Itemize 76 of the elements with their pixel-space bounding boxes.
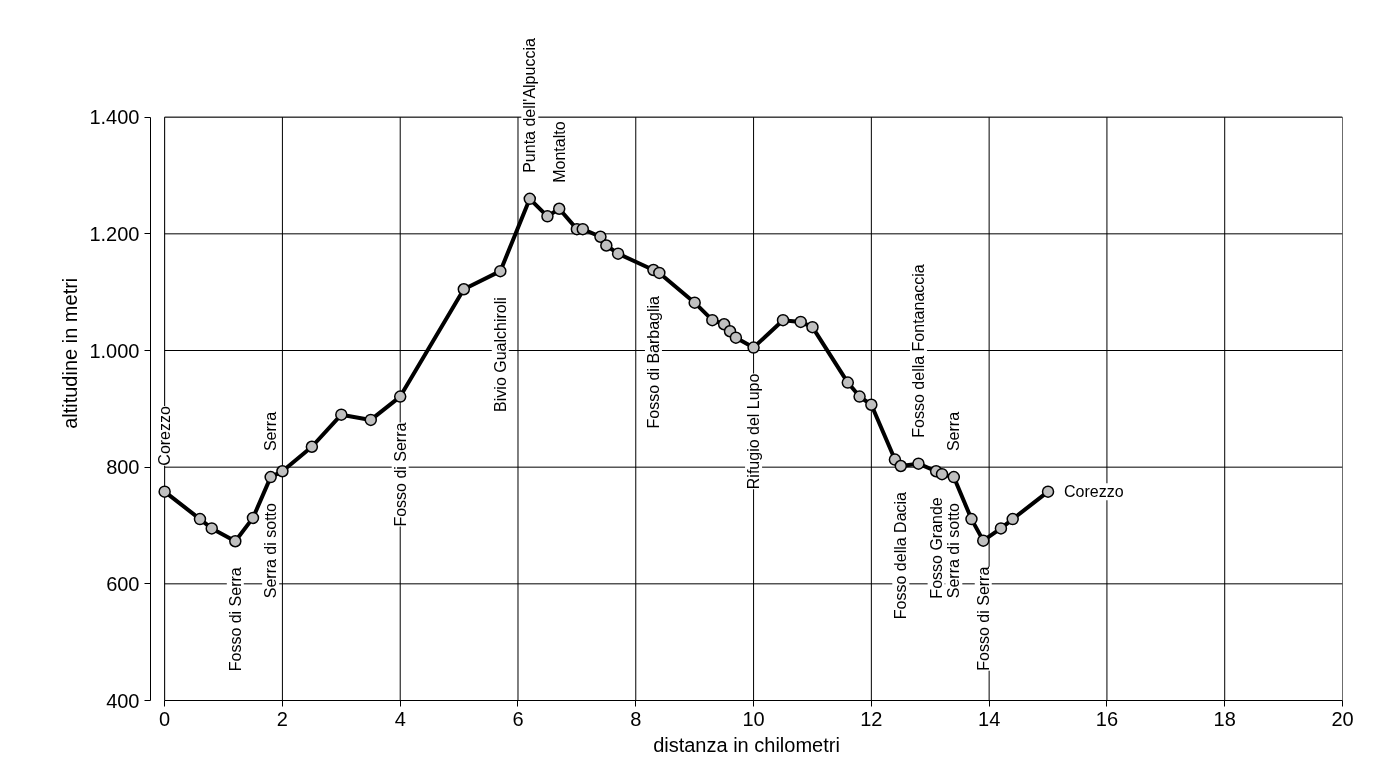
- y-tick-label: 600: [106, 572, 140, 595]
- annotation: Fosso di Serra: [974, 566, 992, 671]
- point: [393, 390, 407, 403]
- annotation: Serra di sotto: [262, 502, 280, 599]
- x-tick-label: 0: [159, 707, 171, 730]
- annotation: Serra di sotto: [945, 502, 963, 599]
- annotation: Serra: [945, 411, 963, 452]
- point: [205, 522, 218, 535]
- x-tick-label: 16: [1095, 707, 1119, 730]
- point: [264, 470, 277, 484]
- annotation: Fosso di Barbaglia: [644, 295, 662, 429]
- x-axis-title: distanza in chilometri: [653, 733, 840, 756]
- point: [865, 398, 878, 411]
- annotation: Punta dell'Alpuccia: [521, 38, 539, 173]
- x-tick-label: 8: [630, 707, 642, 730]
- x-tick-label: 18: [1213, 707, 1236, 730]
- point: [193, 512, 207, 526]
- x-tick-label: 10: [742, 707, 765, 730]
- x-tick-label: 4: [394, 707, 406, 730]
- annotation: Fosso della Dacia: [892, 491, 910, 620]
- annotation: Bivio Gualchiroli: [491, 297, 509, 412]
- point: [977, 534, 990, 547]
- annotation: Montalto: [550, 121, 568, 183]
- point: [611, 247, 625, 260]
- point: [653, 266, 666, 280]
- x-tick-label: 14: [978, 707, 1001, 730]
- point: [229, 535, 242, 548]
- point: [305, 440, 319, 453]
- point: [594, 230, 607, 243]
- x-tick-label: 20: [1331, 707, 1354, 730]
- point: [688, 296, 701, 309]
- annotation: Fosso della Fontanaccia: [909, 264, 927, 438]
- point: [706, 313, 719, 327]
- point: [494, 264, 507, 278]
- point: [158, 485, 171, 498]
- y-axis-title: altitudine in metri: [59, 277, 82, 429]
- point: [364, 413, 378, 427]
- y-tick-label: 1.400: [89, 106, 140, 129]
- annotation: Fosso di Serra: [226, 567, 244, 672]
- point: [576, 222, 590, 236]
- point: [794, 315, 807, 329]
- point: [994, 522, 1008, 535]
- point: [246, 511, 260, 525]
- y-tick-label: 400: [106, 689, 140, 712]
- point: [935, 467, 949, 481]
- point: [1041, 485, 1055, 498]
- point: [947, 470, 961, 484]
- point: [965, 512, 978, 526]
- point: [747, 341, 760, 354]
- point: [276, 465, 289, 478]
- y-tick-label: 800: [106, 456, 140, 479]
- point: [1006, 512, 1019, 526]
- point: [776, 313, 790, 327]
- annotation: Corezzo: [1064, 483, 1124, 501]
- y-tick-label: 1.000: [89, 339, 140, 362]
- point: [806, 320, 819, 334]
- point: [552, 202, 566, 215]
- annotation: Fosso Grande: [927, 497, 945, 599]
- annotation: Serra: [262, 411, 280, 452]
- point: [541, 210, 554, 223]
- point: [894, 459, 908, 473]
- y-tick-label: 1.200: [89, 222, 140, 245]
- point: [457, 283, 471, 296]
- x-tick-label: 12: [860, 707, 883, 730]
- point: [912, 457, 925, 470]
- point: [729, 331, 743, 344]
- point: [853, 390, 866, 403]
- x-tick-label: 6: [512, 707, 524, 730]
- point: [841, 376, 855, 389]
- annotation: Fosso di Serra: [391, 422, 409, 527]
- point: [335, 408, 348, 421]
- annotation: Rifugio del Lupo: [745, 373, 763, 490]
- point: [523, 192, 537, 206]
- x-tick-label: 2: [276, 707, 288, 730]
- point: [600, 239, 613, 252]
- annotation: Corezzo: [156, 405, 174, 466]
